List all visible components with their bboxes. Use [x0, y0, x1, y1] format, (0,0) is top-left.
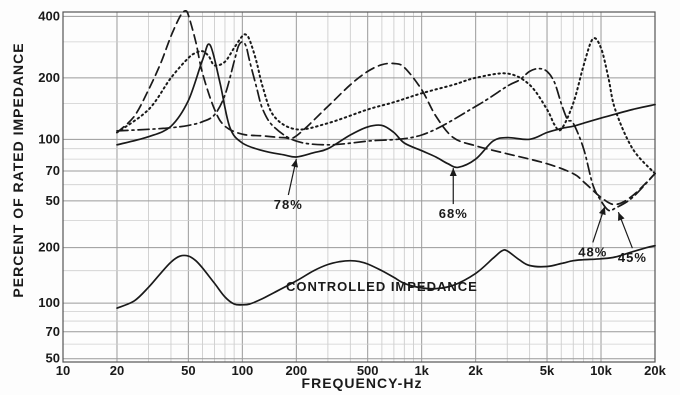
annotation-label: 68%: [439, 206, 468, 221]
x-tick-label: 50: [181, 363, 195, 378]
y-tick-label: 70: [46, 163, 60, 178]
x-tick-label: 10: [56, 363, 70, 378]
annotation-arrowhead: [598, 206, 606, 216]
y-tick-label: 50: [46, 193, 60, 208]
x-tick-label: 2k: [468, 363, 483, 378]
plot-border: [62, 11, 656, 363]
annotation-arrowhead: [291, 158, 299, 168]
y-axis-title: PERCENT OF RATED IMPEDANCE: [10, 42, 26, 297]
y-tick-label: 400: [38, 8, 60, 23]
y-tick-label: 100: [38, 131, 60, 146]
x-tick-label: 20k: [644, 363, 666, 378]
annotation-label: CONTROLLED IMPEDANCE: [286, 279, 478, 294]
x-tick-label: 1k: [414, 363, 429, 378]
annotation-label: 78%: [274, 197, 303, 212]
y-tick-label: 200: [38, 240, 60, 255]
y-tick-label: 70: [46, 324, 60, 339]
y-tick-label: 50: [46, 351, 60, 366]
series-line-panel1-dash-dot: [116, 41, 656, 212]
annotation-arrowhead: [618, 212, 625, 221]
x-axis-title: FREQUENCY-Hz: [302, 375, 423, 391]
annotation-label: 45%: [618, 250, 647, 265]
series-line-panel2-solid: [116, 244, 656, 309]
chart-frame: [62, 11, 656, 363]
annotation-label: 48%: [578, 244, 607, 259]
x-tick-label: 500: [357, 363, 379, 378]
x-tick-label: 100: [231, 363, 253, 378]
series-line-panel1-dotted: [116, 33, 656, 175]
x-tick-label: 20: [110, 363, 124, 378]
series-layer: [116, 9, 656, 309]
x-tick-label: 5k: [540, 363, 555, 378]
x-tick-label: 10k: [590, 363, 612, 378]
y-tick-label: 200: [38, 70, 60, 85]
x-tick-label: 200: [285, 363, 307, 378]
series-line-panel1-solid: [116, 43, 656, 169]
y-tick-label: 100: [38, 295, 60, 310]
annotation-arrowhead: [449, 168, 457, 177]
annotation-layer: 78% 68% 48% 45% CONTROLLED IMPEDANCE: [274, 158, 647, 294]
series-line-panel1-dash: [116, 9, 656, 206]
